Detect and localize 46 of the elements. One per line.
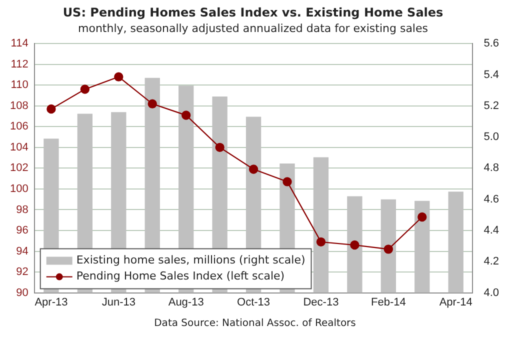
source-note: Data Source: National Assoc. of Realtors [153, 318, 357, 329]
y-tick-label: 110 [10, 79, 28, 92]
x-tick-label: Apr-14 [439, 296, 472, 308]
y2-tick-label: 5.4 [484, 68, 500, 81]
point [418, 212, 427, 222]
chart-title: US: Pending Homes Sales Index vs. Existing Home Sales [62, 5, 444, 20]
y-tick-label: 96 [16, 224, 28, 237]
y2-tick-label: 4.6 [484, 193, 500, 206]
point [148, 99, 157, 108]
x-tick-label: Jun-13 [102, 296, 136, 308]
y2-tick-label: 4.2 [484, 256, 500, 268]
x-tick-label: Feb-14 [370, 296, 406, 308]
y2-tick-label: 5.2 [484, 100, 500, 112]
y2-tick-label: 4.0 [484, 286, 500, 299]
point [46, 104, 56, 114]
y2-tick-label: 4.4 [484, 224, 500, 237]
legend-label: Existing home sales, millions (right scale) [76, 254, 306, 267]
point [215, 142, 224, 152]
x-tick-label: Aug-13 [168, 296, 204, 308]
point [316, 237, 326, 247]
y-tick-label: 114 [10, 38, 28, 50]
y-tick-label: 94 [16, 245, 28, 258]
y-tick-label: 92 [16, 266, 28, 278]
point [114, 72, 124, 82]
y-tick-label: 106 [10, 120, 28, 133]
y-tick-label: 90 [16, 286, 28, 299]
x-tick-label: Apr-13 [34, 296, 68, 308]
point [384, 244, 394, 254]
y-tick-label: 98 [16, 204, 28, 216]
point [181, 110, 191, 120]
chart-subtitle: monthly, seasonally adjusted annualized data for existing sales [78, 22, 428, 35]
y-tick-label: 108 [10, 100, 28, 112]
y2-tick-label: 5.0 [484, 131, 500, 144]
y2-tick-label: 4.8 [484, 162, 500, 174]
x-tick-label: Oct-13 [237, 296, 270, 308]
y-tick-label: 100 [10, 183, 28, 195]
legend-label: Pending Home Sales Index (left scale) [76, 270, 285, 283]
point [282, 177, 292, 186]
y-tick-label: 104 [10, 141, 28, 154]
point [248, 164, 258, 174]
y2-tick-label: 5.6 [484, 38, 500, 50]
y-tick-label: 102 [10, 162, 28, 174]
y-tick-label: 112 [10, 58, 28, 70]
point [80, 84, 90, 94]
point [350, 240, 360, 250]
x-tick-label: Dec-13 [303, 296, 339, 308]
